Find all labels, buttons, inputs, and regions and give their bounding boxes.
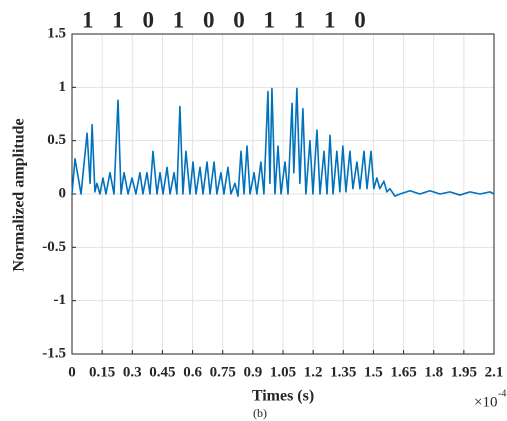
y-tick-label: -1.5 bbox=[42, 345, 66, 361]
x-tick-label: 1.05 bbox=[270, 364, 296, 380]
x-tick-label: 1.35 bbox=[330, 364, 356, 380]
signal-line bbox=[71, 87, 495, 197]
caption: (b) bbox=[253, 406, 267, 420]
x-tick-label: 1.5 bbox=[364, 364, 383, 380]
x-multiplier: ×10 bbox=[474, 394, 497, 410]
x-tick-label: 0.45 bbox=[149, 364, 175, 380]
y-tick-label: 1.5 bbox=[47, 25, 66, 41]
x-tick-label: 0.9 bbox=[243, 364, 262, 380]
x-tick-label: 0.75 bbox=[210, 364, 236, 380]
y-tick-label: 0 bbox=[59, 185, 67, 201]
x-tick-label: 2.1 bbox=[485, 364, 504, 380]
x-tick-label: 1.2 bbox=[304, 364, 323, 380]
x-tick-label: 0 bbox=[68, 364, 76, 380]
y-tick-label: -0.5 bbox=[42, 239, 66, 255]
x-tick-label: 1.95 bbox=[451, 364, 477, 380]
y-axis-label: Normalized amplitude bbox=[11, 118, 28, 271]
x-tick-label: 0.15 bbox=[89, 364, 115, 380]
x-tick-label: 1.8 bbox=[424, 364, 443, 380]
x-tick-label: 0.6 bbox=[183, 364, 202, 380]
x-tick-label: 0.3 bbox=[123, 364, 142, 380]
bit-annotation: 1 1 0 1 0 0 1 1 1 0 bbox=[82, 7, 366, 32]
y-tick-label: 1 bbox=[59, 79, 67, 95]
x-tick-label: 1.65 bbox=[390, 364, 416, 380]
x-axis-label: Times (s) bbox=[252, 388, 314, 405]
x-multiplier-exponent: -4 bbox=[498, 388, 506, 399]
y-tick-label: -1 bbox=[54, 292, 67, 308]
y-tick-label: 0.5 bbox=[47, 132, 66, 148]
